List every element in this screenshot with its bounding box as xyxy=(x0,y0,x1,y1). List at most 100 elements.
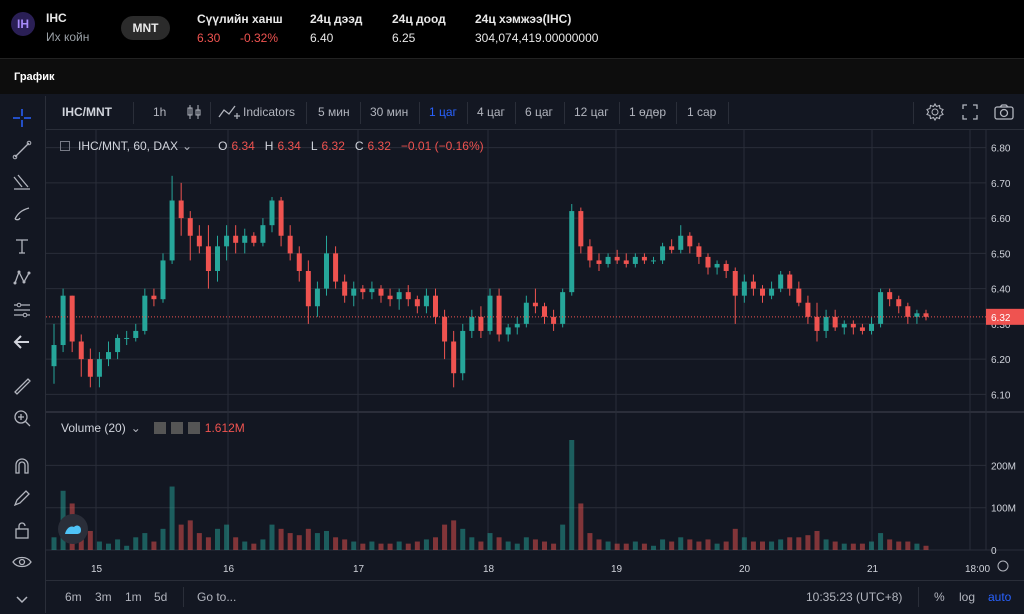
legend-change: −0.01 (−0.16%) xyxy=(400,139,484,153)
timeframe-4h[interactable]: 4 цаг xyxy=(477,105,505,119)
axis-settings-gear-icon[interactable] xyxy=(997,560,1009,572)
legend-dropdown-icon[interactable]: ⌄ xyxy=(182,139,193,153)
timeframe-5min[interactable]: 5 мин xyxy=(318,105,350,119)
eye-toggle-icon[interactable] xyxy=(153,422,166,434)
tradingview-logo-icon[interactable] xyxy=(58,514,88,544)
goto-button[interactable]: Go to... xyxy=(197,590,237,604)
log-toggle[interactable]: log xyxy=(959,590,976,604)
price-chart[interactable]: 6.80 6.70 6.60 6.50 6.40 6.30 6.20 6.10 200M 100M… xyxy=(46,130,1024,580)
volume-bar xyxy=(233,537,239,550)
currency-button[interactable]: MNT xyxy=(121,16,170,40)
toolbar-divider xyxy=(913,102,914,124)
symbol-label[interactable]: IHC/MNT xyxy=(62,105,112,119)
volume-value: 304,074,419.00000000 xyxy=(475,31,599,45)
settings-gear-icon[interactable] xyxy=(925,102,945,125)
coin-symbol: IHC xyxy=(46,11,67,25)
price-tick-label: 6.60 xyxy=(991,214,1011,225)
volume-bar xyxy=(805,535,811,550)
volume-bar xyxy=(51,537,57,550)
volume-legend-value: 1.612M xyxy=(204,421,245,435)
volume-bar xyxy=(333,537,339,550)
timeframe-30min[interactable]: 30 мин xyxy=(370,105,409,119)
interval-button[interactable]: 1h xyxy=(153,105,167,119)
fullscreen-icon[interactable] xyxy=(960,102,980,125)
volume-bar xyxy=(878,533,884,550)
collapse-legend-icon[interactable] xyxy=(60,141,70,151)
current-price-label: 6.32 xyxy=(991,313,1011,324)
candle-body xyxy=(242,235,248,243)
timeframe-6h[interactable]: 6 цаг xyxy=(525,105,553,119)
brush-icon[interactable] xyxy=(8,200,36,228)
range-6m[interactable]: 6m xyxy=(65,590,82,604)
pencil-lock-icon[interactable] xyxy=(8,484,36,512)
toolbar-divider xyxy=(564,102,565,124)
volume-bar xyxy=(378,543,384,550)
drawing-toolbar xyxy=(0,96,46,613)
magnet-icon[interactable] xyxy=(8,452,36,480)
legend-c-label: C xyxy=(354,139,364,153)
timeframe-1h[interactable]: 1 цаг xyxy=(429,105,457,119)
volume-bar xyxy=(160,528,166,550)
volume-bar xyxy=(914,543,920,550)
candle-body xyxy=(914,313,920,317)
toolbar-divider xyxy=(133,102,134,124)
lock-icon[interactable] xyxy=(8,516,36,544)
camera-icon[interactable] xyxy=(993,102,1015,125)
eye-icon[interactable] xyxy=(8,548,36,576)
candle-body xyxy=(923,313,929,317)
candle-body xyxy=(787,274,793,289)
percent-toggle[interactable]: % xyxy=(934,590,945,604)
zoom-in-icon[interactable] xyxy=(8,404,36,432)
candle-body xyxy=(251,235,257,243)
toolbar-divider xyxy=(619,102,620,124)
candle-type-icon[interactable] xyxy=(186,103,202,124)
close-small-icon[interactable] xyxy=(187,422,200,434)
volume-legend-title[interactable]: Volume (20) xyxy=(61,421,126,435)
volume-bar xyxy=(923,545,929,550)
volume-bar xyxy=(369,541,375,550)
prediction-icon[interactable] xyxy=(8,296,36,324)
candle-body xyxy=(442,316,448,342)
candle-body xyxy=(60,295,66,346)
crosshair-icon[interactable] xyxy=(8,104,36,132)
settings-small-icon[interactable] xyxy=(170,422,183,434)
volume-bar xyxy=(460,528,466,550)
volume-bar xyxy=(387,543,393,550)
coin-name: Их койн xyxy=(46,30,90,44)
legend-title[interactable]: IHC/MNT, 60, DAX xyxy=(78,139,179,153)
candle-body xyxy=(187,218,193,236)
timeframe-1m[interactable]: 1 сар xyxy=(687,105,717,119)
candle-body xyxy=(542,306,547,317)
volume-dropdown-icon[interactable]: ⌄ xyxy=(130,421,141,435)
text-tool-icon[interactable] xyxy=(8,232,36,260)
candle-body xyxy=(769,288,775,296)
ruler-icon[interactable] xyxy=(8,372,36,400)
volume-bar xyxy=(469,537,475,550)
volume-bar xyxy=(850,543,856,550)
candle-body xyxy=(396,292,402,300)
candle-body xyxy=(460,330,466,374)
back-arrow-icon[interactable] xyxy=(8,328,36,356)
candle-body xyxy=(750,281,756,289)
volume-bar xyxy=(669,541,675,550)
candle-body xyxy=(887,292,893,300)
range-1m[interactable]: 1m xyxy=(125,590,142,604)
chart-section-bar: График xyxy=(0,58,1024,94)
range-3m[interactable]: 3m xyxy=(95,590,112,604)
clock-time[interactable]: 10:35:23 (UTC+8) xyxy=(806,590,903,604)
timeframe-1d[interactable]: 1 өдөр xyxy=(629,105,667,119)
fib-icon[interactable] xyxy=(8,168,36,196)
low-label: 24ц доод xyxy=(392,12,446,26)
range-5d[interactable]: 5d xyxy=(154,590,168,604)
timeframe-12h[interactable]: 12 цаг xyxy=(574,105,609,119)
volume-bar xyxy=(641,543,647,550)
pattern-icon[interactable] xyxy=(8,264,36,292)
candle-body xyxy=(151,295,157,300)
volume-bar xyxy=(841,543,847,550)
collapse-icon[interactable] xyxy=(8,586,36,614)
candle-body xyxy=(505,327,511,335)
auto-toggle[interactable]: auto xyxy=(988,590,1012,604)
indicators-button[interactable]: Indicators xyxy=(243,105,296,119)
indicators-icon[interactable] xyxy=(218,103,240,124)
trend-line-icon[interactable] xyxy=(8,136,36,164)
